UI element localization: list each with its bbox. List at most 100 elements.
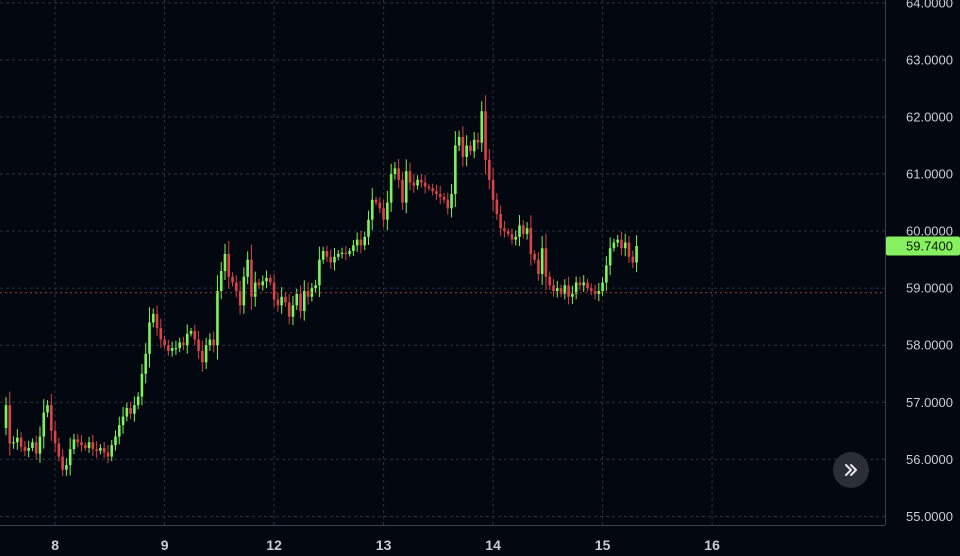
candle-66 [253,271,257,307]
candle-6 [27,440,30,458]
candle-1 [8,391,12,456]
candle-163 [620,231,623,256]
candle-112 [427,183,431,191]
candle-128 [488,149,491,190]
candle-142 [540,236,544,285]
candle-16 [65,458,68,476]
y-tick-label: 58.0000 [906,338,953,353]
candle-119 [454,131,457,207]
candle-67 [257,278,261,289]
candle-116 [442,193,446,204]
candle-97 [370,188,374,231]
candle-89 [340,247,344,259]
candle-100 [382,199,385,228]
candle-115 [438,185,442,205]
candle-134 [510,228,514,245]
candle-80 [306,282,310,305]
candle-103 [393,162,397,180]
candle-46 [178,337,181,353]
candle-72 [276,292,280,312]
current-price-label: 59.7400 [906,238,953,253]
candle-113 [431,183,434,196]
candle-26 [102,441,106,458]
candle-93 [355,232,359,252]
y-tick-label: 56.0000 [906,452,953,467]
candle-146 [555,280,559,298]
candle-104 [397,158,400,189]
candle-153 [582,275,586,292]
candle-126 [480,101,484,152]
candle-23 [91,434,95,456]
candle-121 [461,126,465,167]
candle-106 [404,159,408,214]
candle-164 [623,233,627,257]
candle-34 [133,396,136,422]
candle-14 [57,437,61,462]
grid-lines [0,0,885,525]
candle-52 [201,340,204,372]
candle-69 [265,270,268,289]
candle-77 [295,288,299,310]
candle-36 [140,364,144,406]
candle-156 [593,284,597,300]
candle-12 [50,393,53,441]
candle-159 [605,256,608,291]
candle-76 [291,295,295,326]
candle-87 [333,247,336,271]
candle-22 [87,436,91,453]
scroll-to-realtime-button[interactable] [833,452,869,488]
candle-24 [95,441,98,458]
candle-94 [359,230,363,254]
candle-20 [80,434,83,452]
candle-127 [484,95,487,175]
candle-32 [125,402,129,422]
candle-19 [76,433,80,448]
candle-155 [589,283,593,296]
candle-60 [231,272,234,287]
candle-108 [412,174,416,193]
x-tick-label: 9 [161,537,169,553]
candle-130 [495,193,499,221]
y-tick-label: 55.0000 [906,509,953,524]
candle-124 [472,132,476,159]
time-axis[interactable]: 7891213141516 [0,525,885,554]
candle-83 [318,246,321,298]
candle-53 [204,337,208,370]
candle-7 [31,438,34,452]
candle-120 [457,130,461,152]
candle-135 [514,230,518,246]
candle-136 [518,215,521,247]
candle-79 [302,280,306,321]
candle-4 [19,432,23,452]
y-tick-label: 60.0000 [906,224,953,239]
candle-99 [378,197,382,214]
candle-107 [408,162,412,191]
candle-148 [563,279,567,300]
candle-0 [4,397,8,436]
candle-137 [521,220,525,239]
candle-27 [106,444,110,464]
candle-123 [469,140,472,156]
price-axis[interactable]: 64.0000 63.0000 62.0000 61.0000 60.0000 59.00… [885,0,954,525]
candle-35 [136,392,140,410]
candle-101 [386,190,389,231]
candle-151 [574,276,578,300]
candle-57 [219,262,223,300]
candle-138 [525,221,529,240]
candle-43 [167,339,170,356]
candle-58 [223,243,227,281]
candle-166 [631,250,635,269]
candle-59 [227,240,231,289]
candle-74 [284,292,287,307]
candle-82 [314,279,317,294]
y-tick-label: 59.0000 [906,281,953,296]
candle-54 [208,333,212,351]
candle-41 [159,318,163,349]
candle-65 [250,244,253,311]
candle-9 [38,426,42,463]
candle-84 [321,246,325,264]
candle-40 [155,305,159,336]
candle-71 [272,274,276,308]
